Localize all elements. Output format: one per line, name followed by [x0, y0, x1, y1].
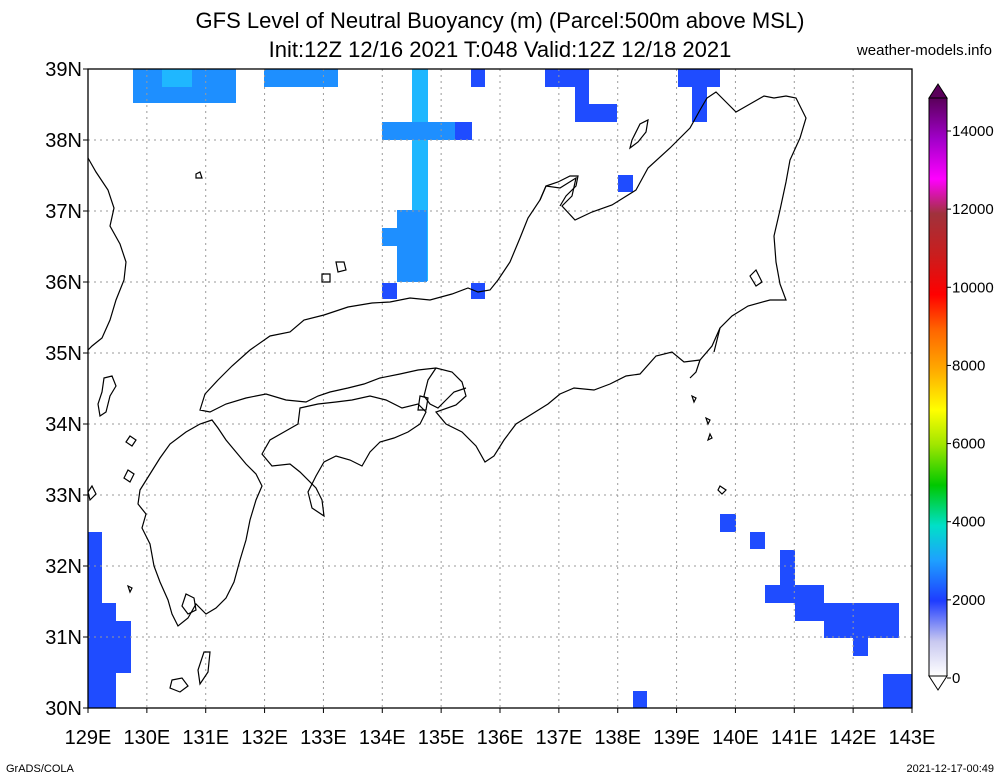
- colorbar-tick-label: 14000: [952, 123, 994, 140]
- lon-tick-label: 131E: [182, 727, 229, 749]
- lon-tick-label: 135E: [418, 727, 465, 749]
- lon-tick-label: 136E: [477, 727, 524, 749]
- latitude-axis-labels: 39N 38N 37N 36N 35N 34N 33N 32N 31N 30N: [45, 59, 88, 720]
- lat-tick-label: 38N: [45, 130, 82, 152]
- colorbar-max-arrow: [928, 83, 948, 99]
- software-credit: GrADS/COLA: [6, 763, 74, 775]
- lon-tick-label: 138E: [594, 727, 641, 749]
- colorbar-tick-label: 6000: [952, 436, 985, 453]
- lat-tick-label: 30N: [45, 698, 82, 720]
- lat-tick-label: 39N: [45, 59, 82, 81]
- lat-lon-grid: [88, 69, 912, 708]
- coastlines: [87, 91, 807, 693]
- lon-tick-label: 132E: [241, 727, 288, 749]
- render-timestamp: 2021-12-17-00:49: [906, 763, 994, 775]
- lat-tick-label: 33N: [45, 485, 82, 507]
- colorbar-tick-label: 0: [952, 670, 960, 687]
- lon-tick-label: 133E: [300, 727, 347, 749]
- colorbar-tick-label: 8000: [952, 357, 985, 374]
- lon-tick-label: 143E: [889, 727, 936, 749]
- lon-tick-label: 134E: [359, 727, 406, 749]
- colorbar-tick-label: 10000: [952, 279, 994, 296]
- lon-tick-label: 137E: [535, 727, 582, 749]
- chart-title-line1: GFS Level of Neutral Buoyancy (m) (Parce…: [195, 8, 805, 33]
- lat-tick-label: 35N: [45, 343, 82, 365]
- lon-tick-label: 129E: [65, 727, 112, 749]
- longitude-axis-labels: 129E 130E 131E 132E 133E 134E 135E 136E 137E 138E…: [65, 708, 936, 749]
- lon-tick-label: 141E: [771, 727, 818, 749]
- lat-tick-label: 31N: [45, 627, 82, 649]
- colorbar-tick-label: 12000: [952, 201, 994, 218]
- lat-tick-label: 37N: [45, 201, 82, 223]
- colorbar-tick-label: 2000: [952, 592, 985, 609]
- chart-title-line2: Init:12Z 12/16 2021 T:048 Valid:12Z 12/1…: [268, 37, 732, 62]
- lon-tick-label: 130E: [123, 727, 170, 749]
- lat-tick-label: 32N: [45, 556, 82, 578]
- colorbar: [928, 83, 948, 691]
- lat-tick-label: 36N: [45, 272, 82, 294]
- lat-tick-label: 34N: [45, 414, 82, 436]
- lon-tick-label: 140E: [712, 727, 759, 749]
- lon-tick-label: 139E: [653, 727, 700, 749]
- colorbar-min-arrow: [928, 675, 948, 691]
- colorbar-tick-label: 4000: [952, 514, 985, 531]
- lnb-shading: [88, 69, 912, 708]
- lon-tick-label: 142E: [830, 727, 877, 749]
- colorbar-labels: 14000 12000 10000 8000 6000 4000 2000 0: [947, 123, 994, 687]
- site-credit[interactable]: weather-models.info: [856, 42, 992, 59]
